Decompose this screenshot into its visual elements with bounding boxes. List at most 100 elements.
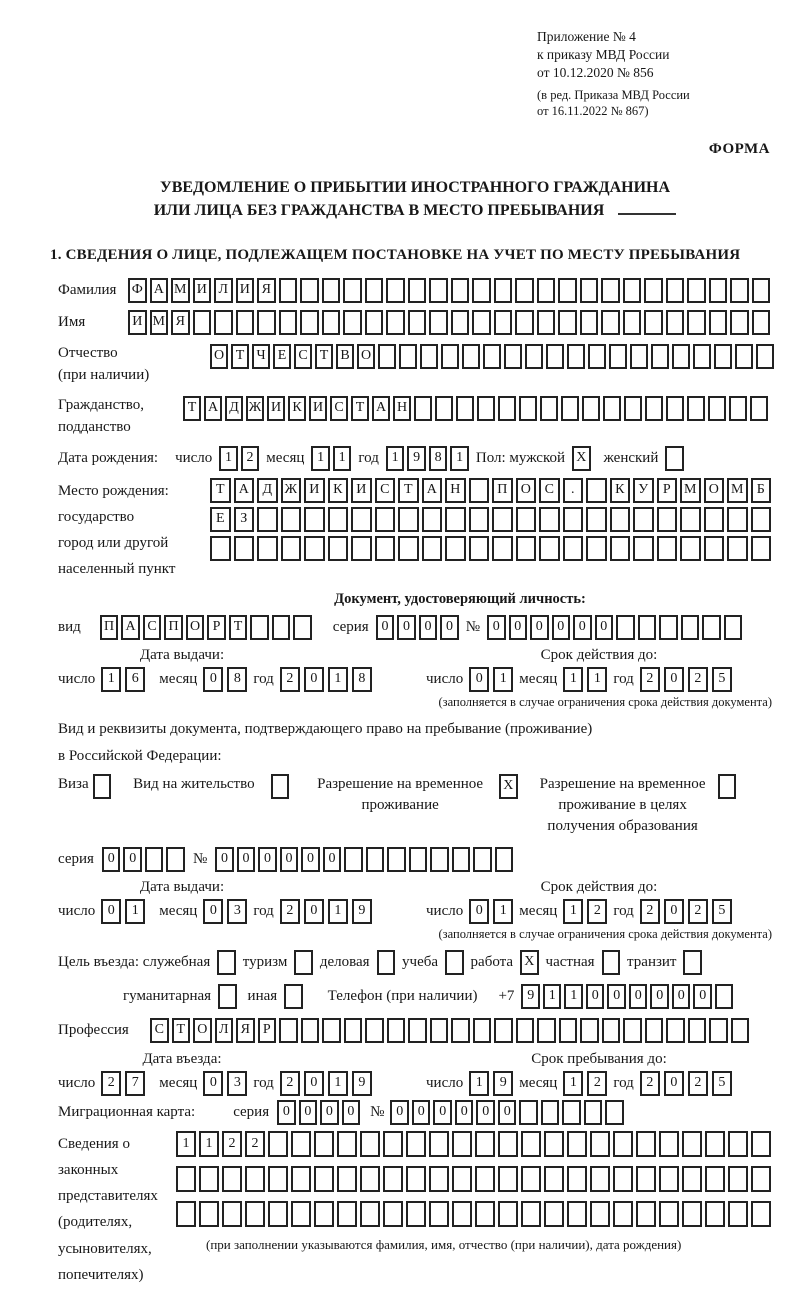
- char-box[interactable]: [245, 1165, 265, 1192]
- char-box[interactable]: М: [149, 309, 168, 335]
- char-box[interactable]: 1: [385, 445, 405, 471]
- char-box[interactable]: [540, 1099, 560, 1125]
- sex-male-checkbox[interactable]: X: [572, 445, 591, 471]
- purpose-humanitarian-checkbox[interactable]: [218, 983, 237, 1009]
- char-box[interactable]: [623, 1017, 642, 1043]
- char-box[interactable]: [636, 1165, 656, 1192]
- char-box[interactable]: [360, 1130, 380, 1157]
- char-box[interactable]: [714, 983, 734, 1009]
- char-box[interactable]: [493, 277, 512, 303]
- char-box[interactable]: [613, 1200, 633, 1227]
- char-box[interactable]: 0: [236, 846, 256, 872]
- char-box[interactable]: Н: [393, 395, 411, 421]
- char-box[interactable]: [472, 1017, 491, 1043]
- char-box[interactable]: [705, 1130, 725, 1157]
- char-box[interactable]: 2: [279, 898, 300, 924]
- char-box[interactable]: [590, 1130, 610, 1157]
- char-box[interactable]: [351, 506, 372, 532]
- char-box[interactable]: 1: [493, 898, 514, 924]
- char-box[interactable]: [665, 309, 684, 335]
- char-box[interactable]: [383, 1130, 403, 1157]
- char-box[interactable]: [727, 506, 748, 532]
- char-box[interactable]: Т: [315, 343, 333, 369]
- char-box[interactable]: [645, 395, 663, 421]
- residence-permit-checkbox[interactable]: [270, 773, 290, 799]
- char-box[interactable]: 0: [101, 898, 122, 924]
- char-box[interactable]: [750, 535, 771, 561]
- char-box[interactable]: 0: [551, 614, 570, 640]
- char-box[interactable]: 0: [469, 666, 490, 692]
- char-box[interactable]: [420, 343, 438, 369]
- char-box[interactable]: [257, 535, 278, 561]
- char-box[interactable]: [636, 1200, 656, 1227]
- purpose-private-checkbox[interactable]: [601, 949, 621, 975]
- char-box[interactable]: 0: [693, 983, 712, 1009]
- char-box[interactable]: 5: [711, 898, 732, 924]
- char-box[interactable]: [544, 1165, 564, 1192]
- char-box[interactable]: [536, 277, 555, 303]
- char-box[interactable]: [624, 395, 642, 421]
- char-box[interactable]: 9: [407, 445, 426, 471]
- char-box[interactable]: [280, 535, 301, 561]
- char-box[interactable]: [408, 1017, 427, 1043]
- char-box[interactable]: 0: [530, 614, 549, 640]
- char-box[interactable]: Д: [257, 477, 278, 503]
- char-box[interactable]: [703, 506, 724, 532]
- char-box[interactable]: [378, 343, 396, 369]
- char-box[interactable]: [582, 395, 600, 421]
- char-box[interactable]: 0: [397, 614, 416, 640]
- char-box[interactable]: И: [351, 477, 372, 503]
- char-box[interactable]: [445, 535, 466, 561]
- char-box[interactable]: [546, 343, 564, 369]
- char-box[interactable]: [609, 535, 630, 561]
- char-box[interactable]: [609, 506, 630, 532]
- char-box[interactable]: Т: [228, 614, 248, 640]
- char-box[interactable]: [364, 309, 383, 335]
- char-box[interactable]: 0: [487, 614, 506, 640]
- char-box[interactable]: [321, 309, 340, 335]
- char-box[interactable]: [728, 1200, 748, 1227]
- char-box[interactable]: [383, 1200, 403, 1227]
- char-box[interactable]: [613, 1130, 633, 1157]
- char-box[interactable]: И: [267, 395, 285, 421]
- char-box[interactable]: Т: [210, 477, 231, 503]
- char-box[interactable]: [498, 1130, 518, 1157]
- char-box[interactable]: [166, 846, 185, 872]
- char-box[interactable]: [441, 343, 459, 369]
- char-box[interactable]: [451, 846, 471, 872]
- char-box[interactable]: [567, 343, 585, 369]
- char-box[interactable]: [735, 343, 753, 369]
- char-box[interactable]: [270, 773, 290, 799]
- char-box[interactable]: [651, 343, 669, 369]
- char-box[interactable]: [386, 1017, 405, 1043]
- char-box[interactable]: [644, 1017, 663, 1043]
- char-box[interactable]: [398, 506, 419, 532]
- char-box[interactable]: [445, 949, 464, 975]
- char-box[interactable]: В: [336, 343, 354, 369]
- char-box[interactable]: [430, 846, 449, 872]
- char-box[interactable]: [680, 535, 701, 561]
- char-box[interactable]: [386, 277, 405, 303]
- char-box[interactable]: 2: [587, 898, 608, 924]
- char-box[interactable]: И: [309, 395, 327, 421]
- char-box[interactable]: 5: [711, 666, 732, 692]
- char-box[interactable]: X: [499, 773, 518, 799]
- char-box[interactable]: О: [210, 343, 228, 369]
- char-box[interactable]: [494, 846, 514, 872]
- char-box[interactable]: 0: [101, 846, 121, 872]
- char-box[interactable]: [558, 1017, 577, 1043]
- char-box[interactable]: [456, 395, 474, 421]
- purpose-transit-checkbox[interactable]: [683, 949, 702, 975]
- char-box[interactable]: [708, 277, 727, 303]
- char-box[interactable]: К: [609, 477, 630, 503]
- char-box[interactable]: [537, 1017, 556, 1043]
